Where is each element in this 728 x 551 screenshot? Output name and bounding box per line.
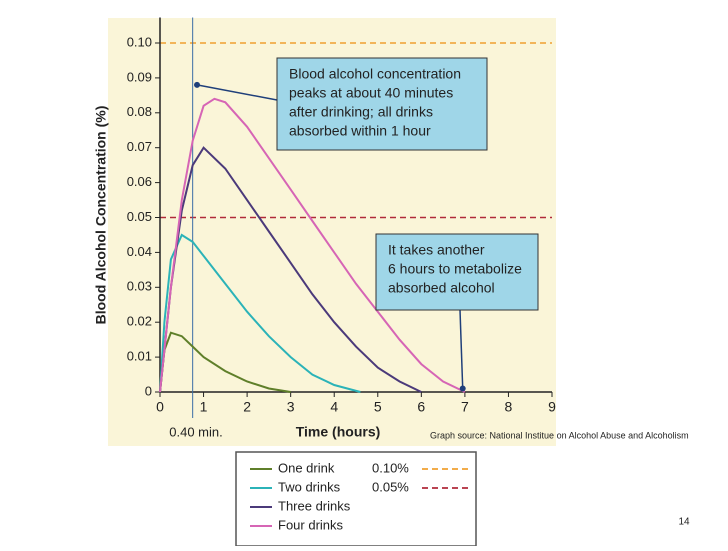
x-tick-label: 3 — [287, 399, 295, 415]
legend-label: Three drinks — [278, 498, 351, 513]
x-tick-label: 2 — [243, 399, 251, 415]
y-tick-label: 0.02 — [127, 314, 152, 329]
source-note: Graph source: National Institue on Alcoh… — [430, 430, 689, 440]
callout-box — [375, 233, 539, 311]
legend-label: 0.10% — [372, 460, 409, 475]
callout-box — [276, 57, 488, 151]
data-line — [159, 146, 422, 393]
x-axis-label: Time (hours) — [296, 424, 381, 440]
callout-text: 6 hours to metabolize — [388, 261, 522, 277]
x-tick-label: 1 — [200, 399, 208, 415]
legend-label: Four drinks — [278, 517, 344, 532]
callout-dot — [194, 81, 201, 88]
y-tick-label: 0.05 — [127, 209, 152, 224]
y-tick-label: 0.09 — [127, 69, 152, 84]
x-tick-label: 4 — [330, 399, 338, 415]
y-tick-label: 0.10 — [127, 34, 152, 49]
y-tick-label: 0.04 — [127, 244, 152, 259]
legend-label: Two drinks — [278, 479, 341, 494]
callout-text: after drinking; all drinks — [289, 104, 433, 120]
callout-text: Blood alcohol concentration — [289, 66, 461, 82]
y-tick-label: 0.07 — [127, 139, 152, 154]
callout-text: absorbed alcohol — [388, 280, 495, 296]
x-tick-label: 6 — [417, 399, 425, 415]
x-tick-label: 0 — [156, 399, 164, 415]
y-tick-label: 0.03 — [127, 279, 152, 294]
x-tick-label: 5 — [374, 399, 382, 415]
legend-label: One drink — [278, 460, 335, 475]
legend-label: 0.05% — [372, 479, 409, 494]
x-tick-label: 8 — [505, 399, 513, 415]
y-tick-label: 0 — [145, 383, 152, 398]
data-line — [159, 97, 466, 393]
y-axis-label: Blood Alcohol Concentration (%) — [93, 106, 109, 325]
data-line — [159, 331, 291, 393]
callout-text: peaks at about 40 minutes — [289, 85, 453, 101]
legend-box — [235, 451, 477, 547]
y-tick-label: 0.08 — [127, 104, 152, 119]
y-tick-label: 0.06 — [127, 174, 152, 189]
x-tick-label: 7 — [461, 399, 469, 415]
marker-label: 0.40 min. — [169, 424, 222, 439]
callout-dot — [459, 385, 466, 392]
y-tick-label: 0.01 — [127, 349, 152, 364]
x-tick-label: 9 — [548, 399, 556, 415]
page-number: 14 — [678, 517, 690, 528]
callout-text: absorbed within 1 hour — [289, 123, 431, 139]
callout-pointer — [196, 84, 278, 101]
data-line — [159, 233, 361, 393]
callout-pointer — [459, 309, 464, 389]
callout-text: It takes another — [388, 242, 485, 258]
